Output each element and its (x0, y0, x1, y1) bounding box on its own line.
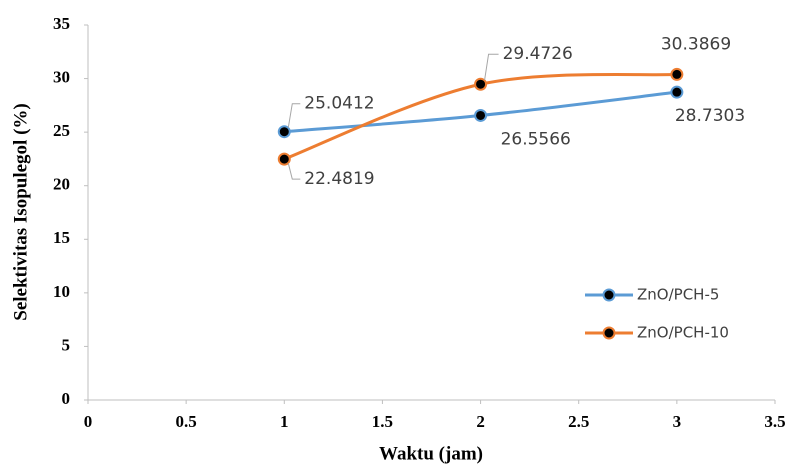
leader-line (484, 53, 499, 81)
data-label: 29.4726 (503, 44, 573, 64)
data-point (670, 67, 684, 81)
data-point (277, 152, 291, 166)
y-tick-label: 5 (62, 335, 71, 354)
data-label: 30.3869 (661, 34, 731, 54)
y-tick-label: 30 (53, 67, 70, 86)
x-tick-label: 0 (84, 412, 93, 431)
x-tick-label: 0.5 (176, 412, 197, 431)
x-tick-label: 3 (673, 412, 682, 431)
x-tick-label: 3.5 (764, 412, 785, 431)
legend-marker (602, 288, 616, 302)
data-point (474, 108, 488, 122)
data-label: 25.0412 (304, 94, 374, 114)
y-tick-label: 25 (53, 121, 70, 140)
data-label: 26.5566 (501, 129, 571, 149)
x-tick-label: 2.5 (568, 412, 589, 431)
y-axis-title: Selektivitas Isopulegol (%) (10, 103, 31, 320)
data-point (277, 125, 291, 139)
y-tick-label: 35 (53, 14, 70, 33)
data-label: 22.4819 (304, 169, 374, 189)
x-tick-label: 1.5 (372, 412, 393, 431)
y-tick-label: 15 (53, 228, 70, 247)
data-point (474, 77, 488, 91)
x-tick-label: 1 (280, 412, 289, 431)
y-tick-label: 10 (53, 282, 70, 301)
leader-line (287, 163, 301, 180)
legend-marker (602, 326, 616, 340)
legend-label: ZnO/PCH-5 (637, 286, 719, 304)
data-point (670, 85, 684, 99)
y-tick-label: 20 (53, 175, 70, 194)
leader-line (287, 103, 301, 128)
legend-label: ZnO/PCH-10 (637, 324, 729, 342)
x-axis-title: Waktu (jam) (379, 443, 483, 464)
y-tick-label: 0 (62, 389, 71, 408)
data-label: 28.7303 (675, 106, 745, 126)
x-tick-label: 2 (476, 412, 485, 431)
